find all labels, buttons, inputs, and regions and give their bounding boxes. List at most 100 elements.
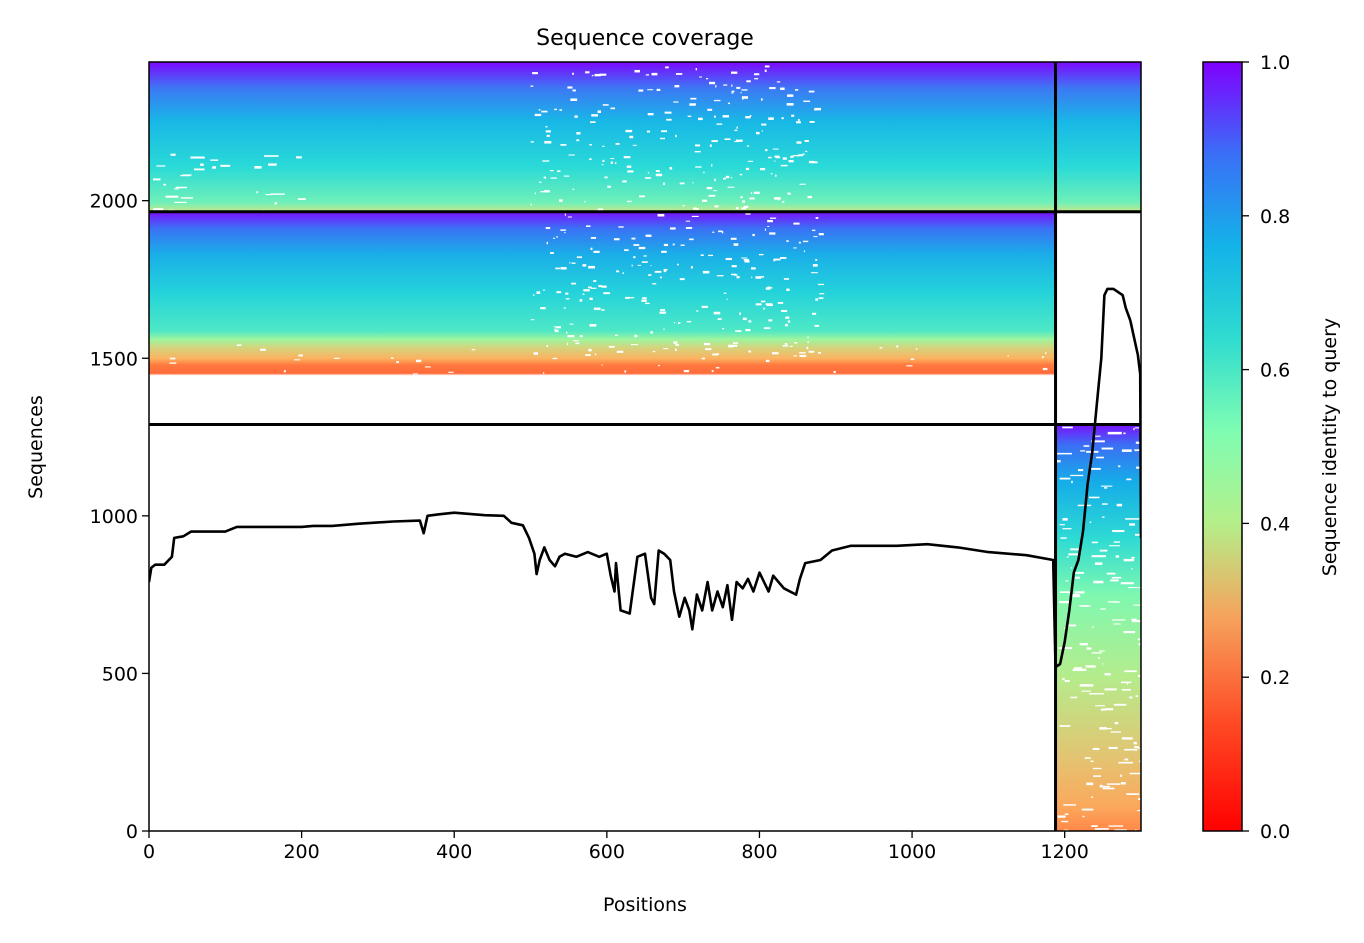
gap-mark [813,236,818,238]
gap-mark [625,129,633,133]
gap-mark [709,144,712,147]
gap-mark [731,92,734,94]
y-tick-label: 500 [102,663,138,685]
gap-mark [731,265,737,268]
gap-mark [741,96,748,99]
colorbar-tick-label: 0.2 [1260,667,1290,689]
gap-mark [787,320,791,323]
gap-mark [646,130,651,133]
gap-mark [786,103,794,106]
gap-mark [1091,825,1098,827]
gap-mark [741,257,748,259]
gap-mark [712,231,715,233]
gap-mark [516,385,518,388]
gap-mark [765,359,770,363]
gap-mark [726,298,728,300]
gap-mark [708,254,714,257]
gap-mark [1128,586,1141,589]
gap-mark [565,292,569,295]
gap-mark [1133,427,1135,431]
gap-mark [556,291,562,294]
gap-mark [1120,774,1122,777]
gap-mark [557,170,561,173]
gap-mark [1086,782,1094,786]
gap-mark [564,232,566,234]
gap-mark [558,199,563,202]
gap-mark [734,129,738,132]
gap-mark [798,241,801,244]
gap-mark [740,92,742,94]
gap-mark [448,371,454,373]
y-tick-label: 0 [126,821,138,843]
gap-mark [631,237,636,240]
gap-mark [652,350,656,353]
gap-mark [799,354,807,357]
gap-mark [722,328,725,330]
gap-mark [616,270,620,273]
gap-mark [682,205,686,207]
gap-mark [652,283,657,285]
gap-mark [734,140,739,143]
gap-mark [1081,808,1094,811]
gap-mark [586,225,591,228]
gap-mark [433,409,438,412]
gap-mark [739,173,743,176]
gap-mark [540,191,546,193]
gap-mark [170,153,176,156]
gap-mark [1131,556,1135,559]
gap-mark [594,353,597,356]
gap-mark [1059,601,1069,604]
gap-mark [607,185,611,188]
gap-mark [190,156,205,159]
gap-mark [1124,758,1129,761]
gap-mark [546,241,549,245]
gap-mark [701,199,708,202]
gap-mark [1072,668,1087,672]
gap-mark [1068,553,1080,556]
gap-mark [626,200,632,203]
gap-mark [807,341,809,343]
gap-mark [779,257,787,259]
gap-mark [378,378,385,381]
gap-mark [736,86,741,89]
gap-mark [833,370,836,374]
block-middle [149,211,1056,425]
gap-mark [585,354,591,357]
gap-mark [645,74,650,76]
gap-mark [703,171,705,174]
gap-mark [690,97,697,100]
gap-mark [807,336,810,338]
gap-mark [296,156,302,159]
y-tick-label: 1000 [90,506,138,528]
gap-mark [742,200,746,203]
gap-mark [549,170,554,172]
gap-mark [774,174,777,177]
gap-mark [731,71,738,74]
gap-mark [1092,767,1102,770]
gap-mark [569,262,571,264]
gap-mark [1135,829,1137,831]
gap-mark [799,352,806,354]
gap-mark [1101,503,1108,505]
gap-mark [583,289,590,292]
gap-mark [657,213,665,217]
gap-mark [586,397,592,400]
gap-mark [530,141,535,143]
gap-mark [1059,477,1071,480]
gap-mark [746,80,751,83]
gap-mark [1115,555,1120,558]
gap-mark [634,69,640,73]
gap-mark [591,114,598,117]
coverage-line [149,287,1141,669]
gap-mark [741,207,747,210]
gap-mark [647,113,654,116]
gap-mark [780,87,785,90]
gap-mark [727,102,731,105]
gap-mark [724,138,731,141]
gap-mark [572,72,574,75]
gap-mark [1138,760,1141,762]
gap-mark [812,264,818,267]
gap-mark [1124,670,1137,673]
gap-mark [656,88,661,91]
gap-mark [597,208,604,211]
